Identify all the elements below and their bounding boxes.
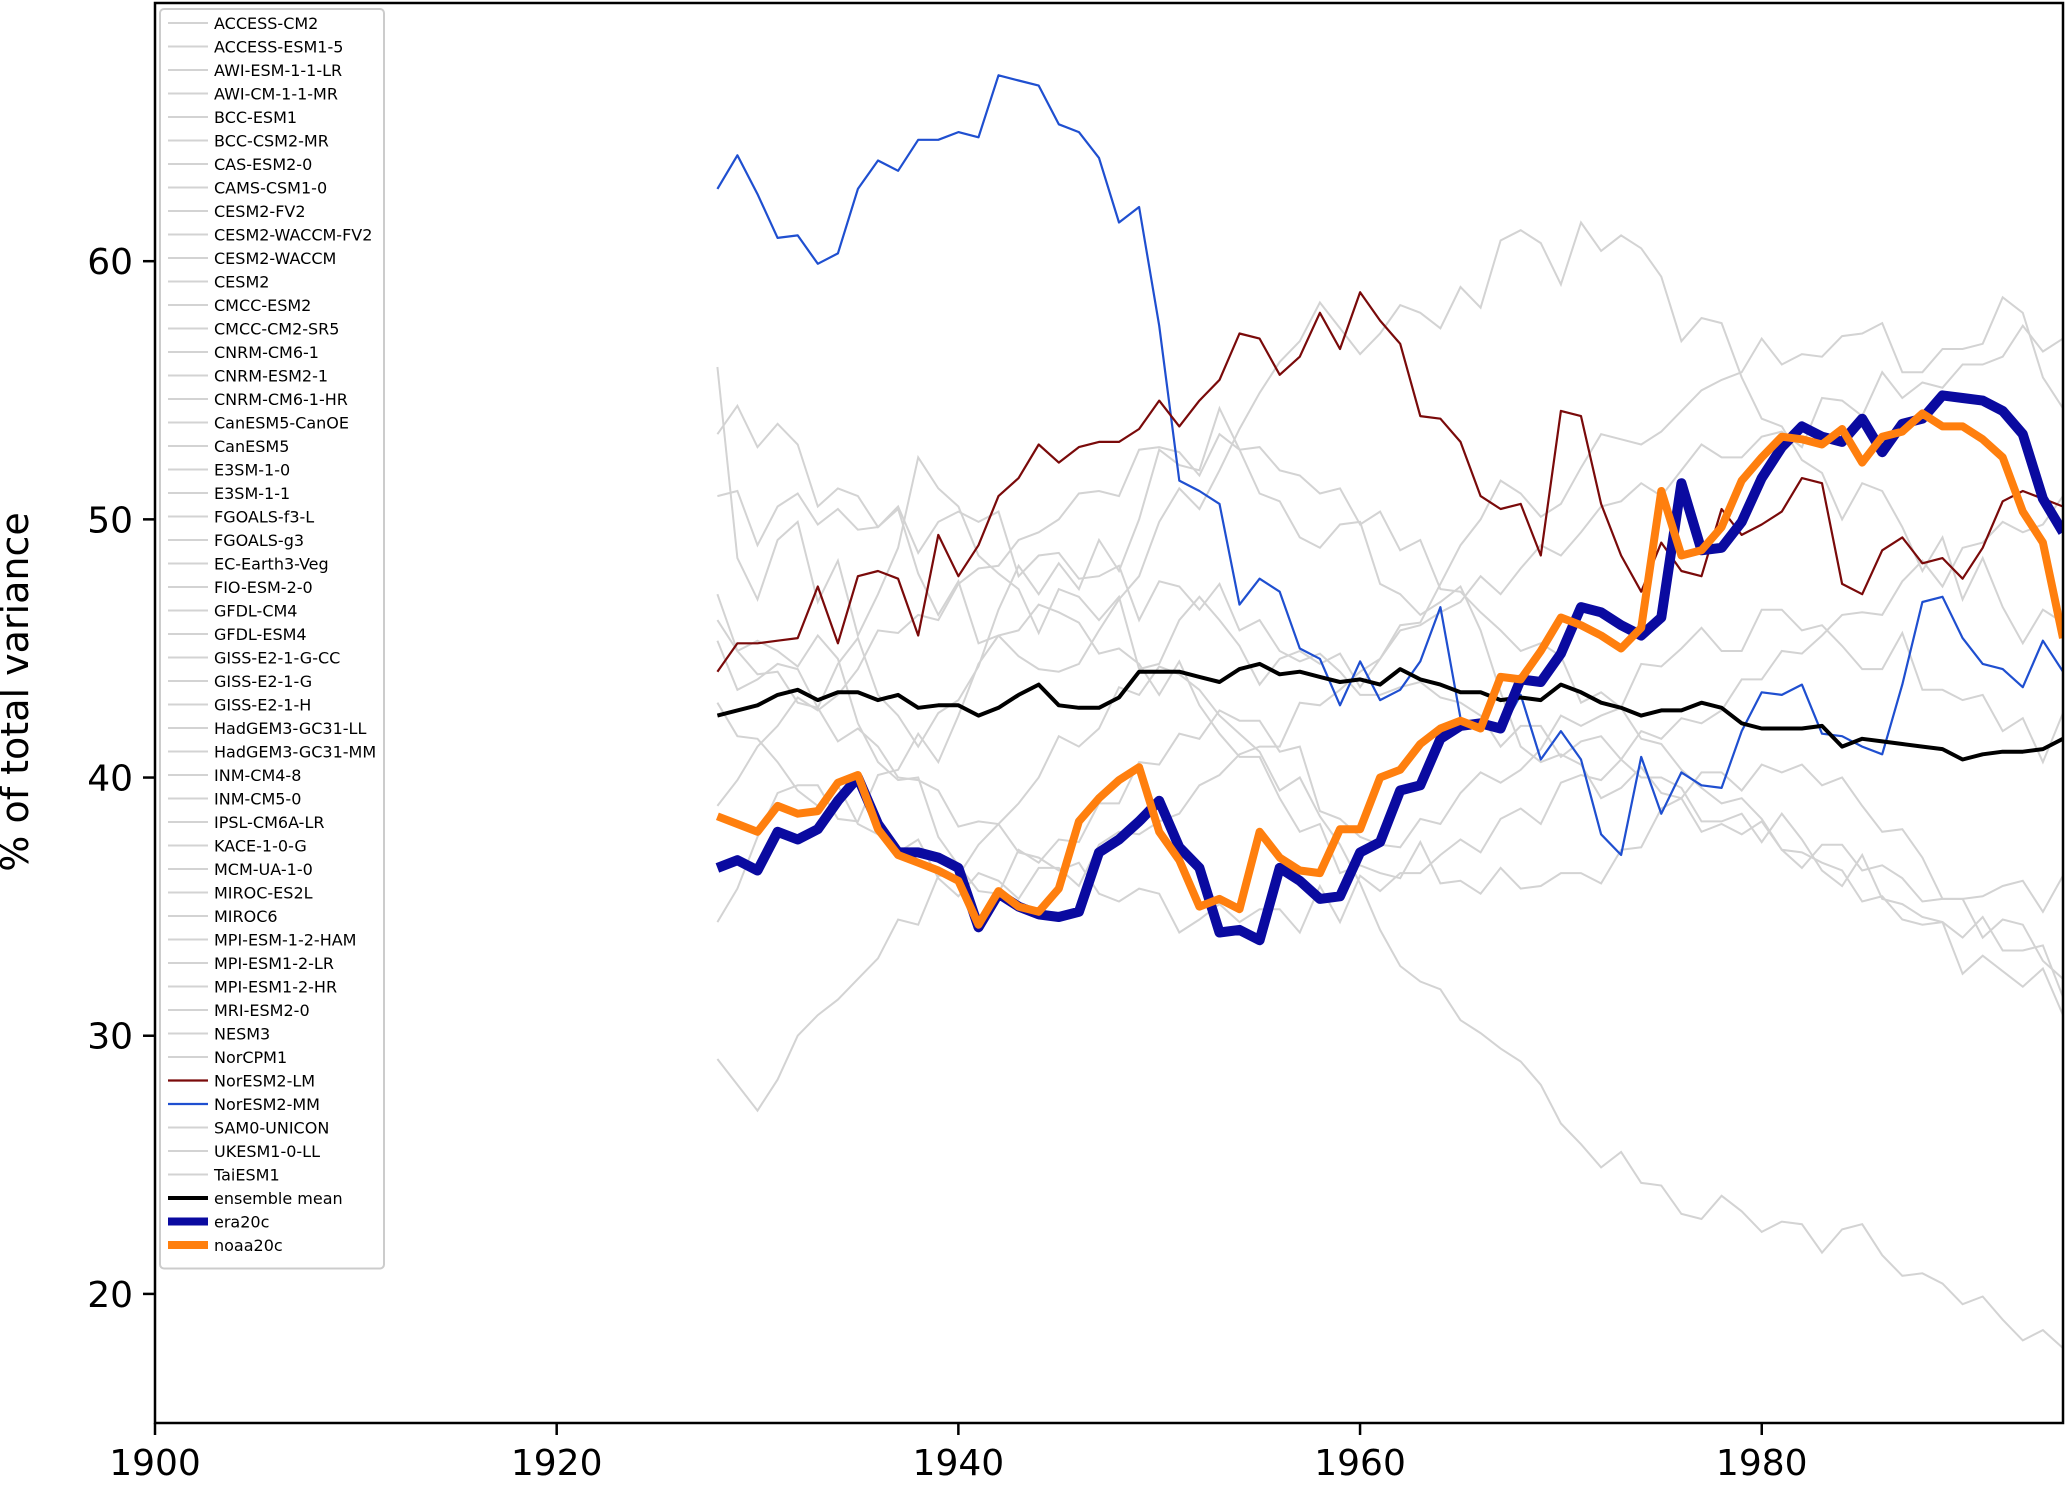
legend-entry: GISS-E2-1-H [214,696,311,715]
legend-entry: GISS-E2-1-G-CC [214,649,340,668]
ensemble-mean-line [716,661,2063,762]
legend-entry: CESM2-FV2 [214,202,306,221]
legend-entry: FIO-ESM-2-0 [214,578,313,597]
legend-entry: ensemble mean [214,1189,343,1208]
model-line [716,432,2063,1016]
legend-entry: EC-Earth3-Veg [214,555,329,574]
model-line [716,323,2063,901]
legend-entry: CMCC-ESM2 [214,296,311,315]
legend-entry: noaa20c [214,1236,283,1255]
y-tick-label: 40 [87,759,133,800]
legend-entry: BCC-ESM1 [214,108,297,127]
legend-entry: CanESM5-CanOE [214,414,349,433]
model-line [716,665,2063,1349]
noresm2-mm-line [716,74,2063,857]
legend-entry: CAS-ESM2-0 [214,155,312,174]
axes: 1900 1920 1940 1960 1980 20 30 40 50 60 [87,1,2065,1484]
legend-entry: CanESM5 [214,437,289,456]
x-tick-label: 1940 [913,1443,1005,1484]
x-tick-label: 1900 [109,1443,201,1484]
y-tick-label: 50 [87,500,133,541]
model-line [716,220,2063,673]
model-line [716,295,2063,690]
legend-entry: ACCESS-CM2 [214,14,318,33]
legend-entry: MPI-ESM1-2-LR [214,954,334,973]
legend-entry: MPI-ESM-1-2-HAM [214,931,356,950]
legend-entry: GFDL-CM4 [214,602,297,621]
plot-frame [153,1,2065,1425]
model-line [716,405,2063,980]
era20c-line [715,390,2063,946]
y-axis-label: % of total variance [0,512,37,871]
legend-entry: KACE-1-0-G [214,837,307,856]
legend-entry: GISS-E2-1-G [214,672,312,691]
legend-entry: FGOALS-g3 [214,531,304,550]
legend-entry: UKESM1-0-LL [214,1142,320,1161]
legend-entry: MPI-ESM1-2-HR [214,978,337,997]
legend-entry: E3SM-1-1 [214,484,290,503]
x-tick-label: 1920 [511,1443,603,1484]
legend-entry: GFDL-ESM4 [214,625,307,644]
model-line [716,495,2063,935]
noresm2-lm-line [716,291,2063,673]
legend-entry: IPSL-CM6A-LR [214,813,324,832]
legend-entry: NorCPM1 [214,1048,287,1067]
legend-box [159,8,385,1270]
legend-entry: NorESM2-MM [214,1095,320,1114]
legend-entry: CESM2-WACCM-FV2 [214,226,372,245]
legend-entry: MCM-UA-1-0 [214,860,313,879]
legend-entry: HadGEM3-GC31-MM [214,743,376,762]
legend-entry: MIROC-ES2L [214,884,313,903]
model-line [716,593,2063,895]
legend-entry: FGOALS-f3-L [214,508,314,527]
legend-entry: CESM2-WACCM [214,249,336,268]
legend-entry: INM-CM4-8 [214,766,301,785]
legend-entry: CESM2 [214,273,269,292]
legend-entry: NESM3 [214,1025,270,1044]
legend-entry: CNRM-ESM2-1 [214,367,328,386]
x-tick-label: 1980 [1716,1443,1808,1484]
legend-entry: AWI-ESM-1-1-LR [214,61,342,80]
legend-entry: INM-CM5-0 [214,790,301,809]
model-line [716,603,2063,923]
legend-entry: HadGEM3-GC31-LL [214,719,366,738]
legend-entry: E3SM-1-0 [214,461,290,480]
y-tick-label: 20 [87,1275,133,1316]
legend-entry: SAM0-UNICON [214,1119,329,1138]
legend-entry: ACCESS-ESM1-5 [214,38,343,57]
highlight-lines-layer [715,74,2063,946]
x-tick-label: 1960 [1314,1443,1406,1484]
legend-entry: TaiESM1 [213,1166,280,1185]
legend-entry: era20c [214,1213,269,1232]
model-lines-layer [716,220,2063,1349]
model-line [717,489,2063,998]
legend-entry: CNRM-CM6-1 [214,343,319,362]
noaa20c-line [715,409,2063,929]
legend-entry: CNRM-CM6-1-HR [214,390,348,409]
legend-entry: MRI-ESM2-0 [214,1001,310,1020]
legend: ACCESS-CM2 ACCESS-ESM1-5 AWI-ESM-1-1-LR AWI… [159,8,385,1270]
legend-entry: CAMS-CSM1-0 [214,179,327,198]
legend-entry: CMCC-CM2-SR5 [214,320,339,339]
legend-entry: MIROC6 [214,907,278,926]
legend-entry: BCC-CSM2-MR [214,132,329,151]
legend-entry: AWI-CM-1-1-MR [214,85,338,104]
y-tick-label: 60 [87,242,133,283]
legend-entry: NorESM2-LM [214,1072,315,1091]
y-tick-label: 30 [87,1017,133,1058]
